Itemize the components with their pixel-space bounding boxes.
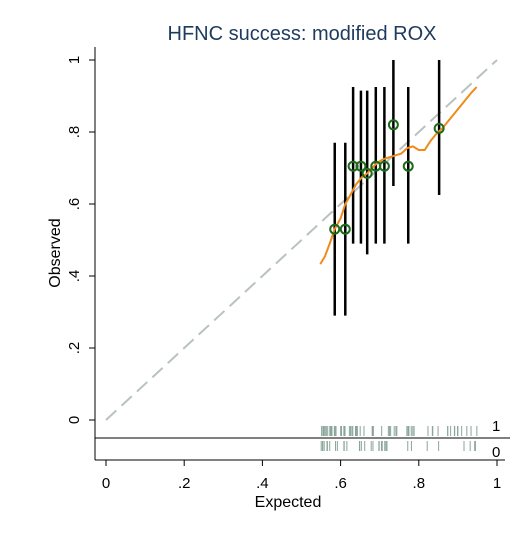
confidence-interval-layer — [333, 60, 441, 316]
chart-title: HFNC success: modified ROX — [168, 23, 437, 45]
x-tick-label: .8 — [413, 475, 426, 492]
x-tick-label: 1 — [493, 475, 501, 492]
reference-line-layer — [105, 59, 498, 421]
smoother-line — [319, 86, 478, 265]
data-point-marker — [387, 119, 399, 131]
x-axis-label: Expected — [255, 494, 322, 511]
axis-layer — [94, 47, 510, 461]
reference-diagonal-line — [105, 59, 498, 421]
smoother-layer — [319, 86, 478, 265]
data-point-marker — [355, 160, 367, 172]
y-tick-layer: 0 .2 .4 .6 .8 1 — [66, 56, 95, 424]
rug-label-one: 1 — [492, 418, 500, 435]
y-tick-label: .8 — [66, 126, 83, 139]
data-point-marker — [339, 223, 351, 235]
x-tick-label: .2 — [178, 475, 191, 492]
data-point-marker — [433, 122, 445, 134]
y-tick-label: 0 — [66, 416, 83, 424]
y-tick-label: .4 — [66, 270, 83, 283]
y-tick-label: .2 — [66, 342, 83, 355]
rug-plot-layer — [320, 426, 478, 451]
data-point-marker — [329, 223, 341, 235]
data-point-marker — [402, 160, 414, 172]
x-tick-label: 0 — [102, 475, 110, 492]
x-tick-label: .6 — [334, 475, 347, 492]
y-tick-label: 1 — [66, 56, 83, 64]
y-axis-label: Observed — [47, 218, 64, 287]
data-point-marker — [347, 160, 359, 172]
rug-label-zero: 0 — [492, 444, 500, 461]
x-tick-label: .4 — [256, 475, 269, 492]
data-point-marker — [361, 167, 373, 179]
x-tick-layer: 0 .2 .4 .6 .8 1 — [102, 460, 501, 492]
data-point-marker — [378, 160, 390, 172]
data-point-layer — [329, 119, 445, 235]
y-tick-label: .6 — [66, 198, 83, 211]
